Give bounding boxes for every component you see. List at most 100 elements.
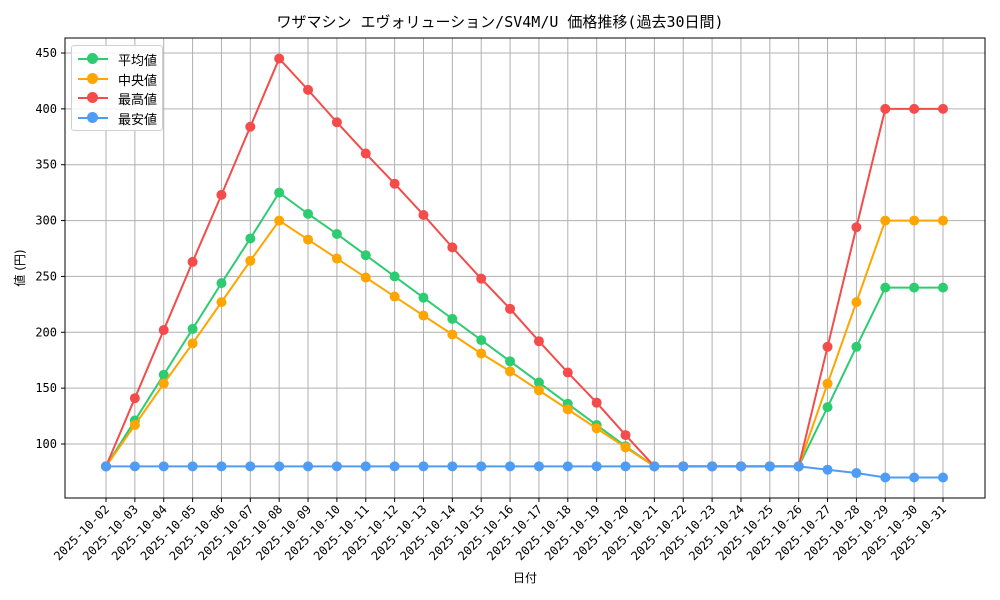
data-point bbox=[735, 461, 746, 472]
y-tick-label: 450 bbox=[35, 46, 57, 60]
data-point bbox=[880, 282, 891, 293]
data-point bbox=[793, 461, 804, 472]
data-point bbox=[389, 271, 400, 282]
legend-marker-icon bbox=[87, 53, 98, 64]
data-point bbox=[909, 215, 920, 226]
legend-item: 中央値 bbox=[72, 69, 162, 89]
data-point bbox=[389, 461, 400, 472]
data-point bbox=[851, 341, 862, 352]
x-axis-label: 日付 bbox=[513, 571, 537, 585]
series-0 bbox=[101, 187, 948, 472]
data-point bbox=[822, 341, 833, 352]
data-point bbox=[678, 461, 689, 472]
data-point bbox=[274, 187, 285, 198]
data-point bbox=[909, 103, 920, 114]
data-point bbox=[274, 53, 285, 64]
data-point bbox=[216, 297, 227, 308]
data-point bbox=[620, 461, 631, 472]
data-point bbox=[447, 313, 458, 324]
data-point bbox=[418, 310, 429, 321]
data-point bbox=[360, 461, 371, 472]
data-point bbox=[822, 378, 833, 389]
legend-label: 最安値 bbox=[118, 112, 158, 128]
data-point bbox=[129, 461, 140, 472]
series-1 bbox=[101, 215, 948, 472]
data-point bbox=[360, 148, 371, 159]
data-point bbox=[851, 468, 862, 479]
data-point bbox=[707, 461, 718, 472]
data-point bbox=[649, 461, 660, 472]
y-tick-label: 400 bbox=[35, 102, 57, 116]
data-point bbox=[562, 404, 573, 415]
data-point bbox=[447, 242, 458, 253]
legend-marker-icon bbox=[87, 111, 98, 123]
data-point bbox=[851, 222, 862, 233]
grid-lines bbox=[65, 38, 985, 498]
data-point bbox=[447, 461, 458, 472]
legend-label: 平均値 bbox=[118, 54, 158, 69]
legend-label: 中央値 bbox=[118, 73, 158, 89]
series-line bbox=[105, 56, 943, 468]
data-point bbox=[303, 208, 314, 219]
data-point bbox=[158, 461, 169, 472]
data-point bbox=[533, 377, 544, 388]
legend-item: 平均値 bbox=[72, 49, 162, 69]
data-point bbox=[331, 461, 342, 472]
data-point bbox=[880, 472, 891, 483]
data-point bbox=[187, 461, 198, 472]
series-2 bbox=[101, 53, 948, 472]
data-point bbox=[158, 325, 169, 336]
data-point bbox=[505, 303, 516, 314]
data-point bbox=[274, 461, 285, 472]
data-point bbox=[909, 472, 920, 483]
data-point bbox=[476, 273, 487, 284]
legend-marker-icon bbox=[87, 72, 98, 84]
data-point bbox=[476, 461, 487, 472]
data-point bbox=[331, 228, 342, 239]
data-point bbox=[533, 336, 544, 347]
data-point bbox=[418, 292, 429, 303]
data-point bbox=[591, 461, 602, 472]
data-point bbox=[822, 464, 833, 475]
data-point bbox=[216, 189, 227, 200]
y-tick-label: 350 bbox=[35, 158, 57, 172]
data-point bbox=[533, 385, 544, 396]
data-point bbox=[360, 272, 371, 283]
data-point bbox=[938, 103, 948, 114]
series-line bbox=[105, 219, 943, 468]
data-point bbox=[389, 178, 400, 189]
data-point bbox=[822, 402, 833, 413]
data-point bbox=[129, 393, 140, 404]
data-point bbox=[505, 461, 516, 472]
data-point bbox=[303, 234, 314, 245]
data-point bbox=[245, 121, 256, 132]
data-point bbox=[187, 323, 198, 334]
data-point bbox=[562, 461, 573, 472]
data-point bbox=[389, 291, 400, 302]
data-point bbox=[447, 329, 458, 340]
y-tick-label: 250 bbox=[35, 269, 57, 283]
data-point bbox=[101, 461, 111, 472]
data-point bbox=[505, 366, 516, 377]
data-point bbox=[476, 348, 487, 359]
data-point bbox=[303, 84, 314, 95]
data-point bbox=[360, 250, 371, 261]
data-point bbox=[418, 461, 429, 472]
legend-item: 最安値 bbox=[72, 108, 162, 128]
data-point bbox=[245, 461, 256, 472]
data-point bbox=[187, 338, 198, 349]
data-point bbox=[938, 282, 948, 293]
data-point bbox=[331, 253, 342, 264]
data-point bbox=[764, 461, 775, 472]
data-point bbox=[533, 461, 544, 472]
series-line bbox=[106, 465, 943, 479]
data-point bbox=[418, 209, 429, 220]
data-point bbox=[909, 282, 920, 293]
data-point bbox=[331, 117, 342, 128]
y-tick-label: 100 bbox=[35, 437, 57, 451]
plot-frame bbox=[64, 37, 986, 499]
data-point bbox=[938, 215, 948, 226]
data-point bbox=[245, 233, 256, 244]
data-point bbox=[187, 256, 198, 267]
